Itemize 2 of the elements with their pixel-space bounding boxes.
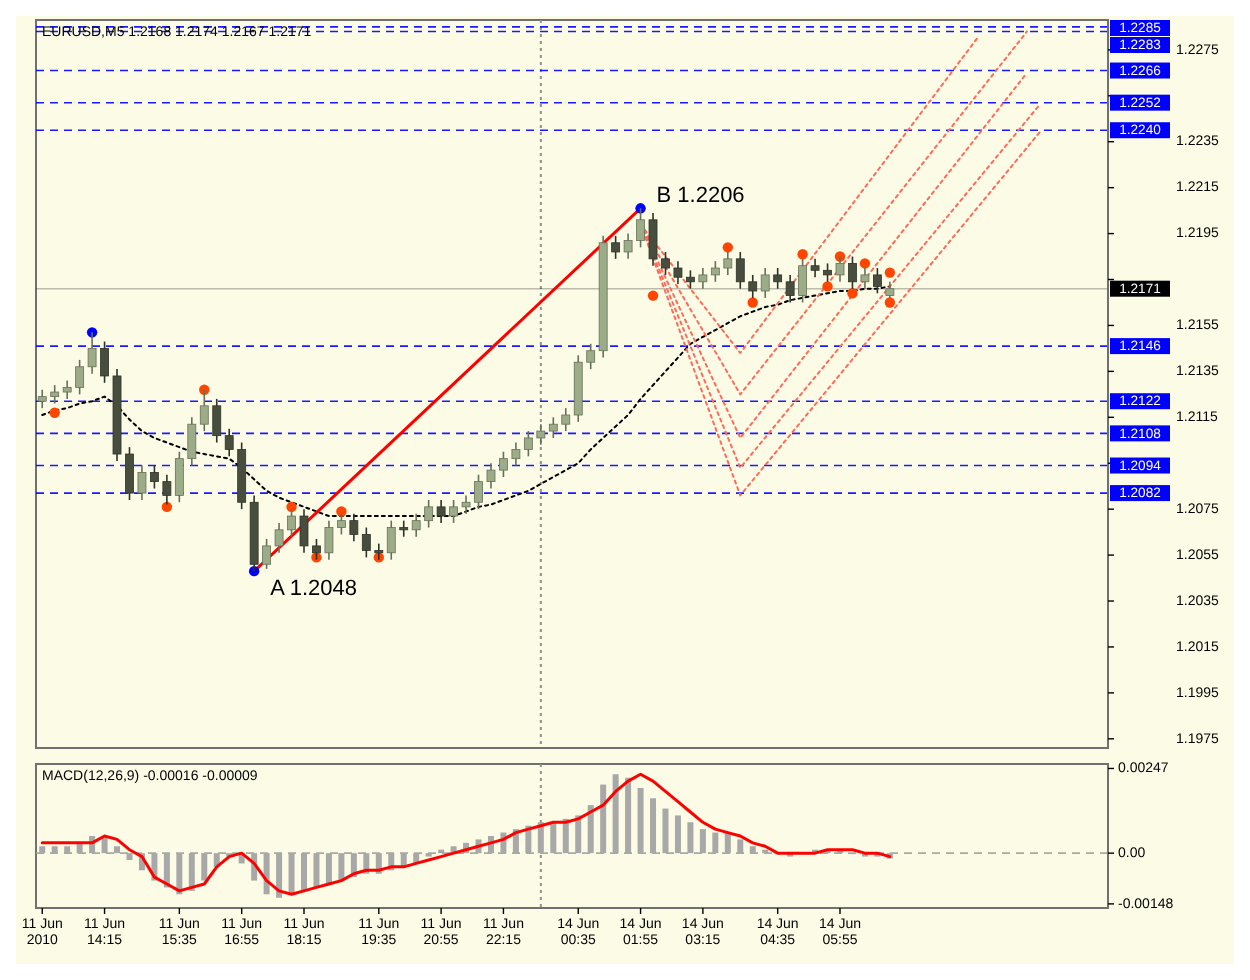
annotation: B 1.2206 (656, 184, 745, 209)
annotation: A 1.2048 (270, 577, 358, 602)
